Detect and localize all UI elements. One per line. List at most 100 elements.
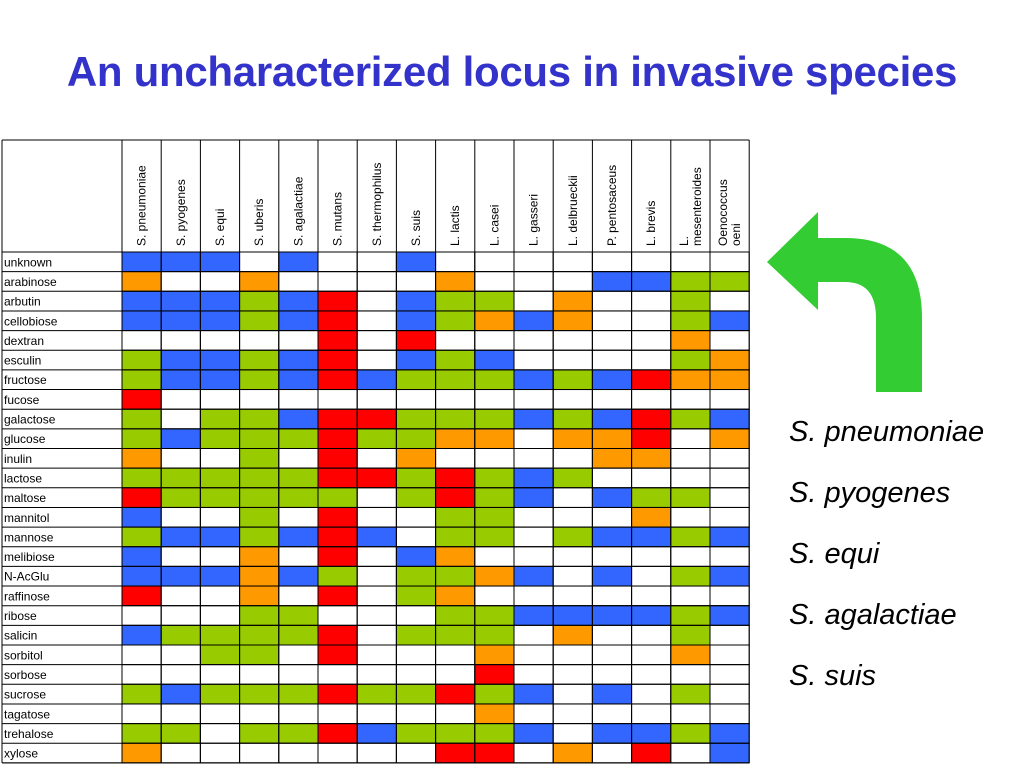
row-label: mannose (4, 530, 54, 544)
matrix-cell (278, 546, 319, 567)
matrix-cell (239, 526, 280, 548)
matrix-cell (435, 723, 476, 744)
matrix-cell (356, 624, 397, 646)
matrix-cell (160, 703, 201, 725)
matrix-cell (591, 290, 633, 312)
matrix-cell (317, 428, 358, 450)
matrix-cell (552, 703, 593, 725)
matrix-cell (121, 467, 162, 489)
matrix-cell (121, 389, 162, 410)
matrix-cell (317, 487, 358, 508)
row-label: dextran (4, 334, 44, 348)
matrix-cell (552, 271, 593, 292)
matrix-cell (356, 526, 397, 548)
matrix-cell (160, 330, 201, 351)
matrix-cell (474, 271, 515, 292)
matrix-cell (474, 723, 515, 744)
matrix-cell (513, 546, 554, 567)
row-label: cellobiose (4, 314, 58, 328)
matrix-cell (317, 467, 358, 489)
matrix-cell (239, 467, 280, 489)
matrix-cell (591, 723, 633, 744)
matrix-cell (395, 585, 437, 607)
matrix-cell (552, 546, 593, 567)
matrix-cell (474, 369, 515, 391)
matrix-cell (709, 487, 750, 508)
matrix-cell (474, 624, 515, 646)
matrix-cell (631, 330, 672, 351)
matrix-cell (631, 487, 672, 508)
matrix-cell (239, 703, 280, 725)
matrix-cell (670, 369, 711, 391)
matrix-cell (317, 251, 358, 273)
matrix-cell (278, 389, 319, 410)
row-label: ribose (4, 609, 37, 623)
matrix-cell (670, 310, 711, 332)
matrix-cell (356, 467, 397, 489)
row-label: N-AcGlu (4, 570, 49, 584)
matrix-cell (552, 349, 593, 371)
matrix-cell (121, 369, 162, 391)
column-header: L.mesenteroides (677, 167, 704, 246)
matrix-cell (709, 526, 750, 548)
column-header: L. delbrueckii (566, 175, 580, 246)
matrix-cell (552, 683, 593, 705)
matrix-cell (121, 605, 162, 626)
matrix-cell (356, 723, 397, 744)
matrix-cell (356, 389, 397, 410)
matrix-cell (160, 369, 201, 391)
matrix-cell (239, 487, 280, 508)
matrix-cell (199, 408, 241, 430)
matrix-cell (631, 448, 672, 469)
matrix-cell (474, 506, 515, 528)
matrix-cell (356, 349, 397, 371)
matrix-cell (435, 526, 476, 548)
row-label: tagatose (4, 707, 50, 721)
matrix-cell (591, 389, 633, 410)
matrix-cell (121, 526, 162, 548)
row-label: mannitol (4, 511, 49, 525)
matrix-cell (631, 506, 672, 528)
invasive-species-list: S. pneumoniae S. pyogenes S. equi S. aga… (789, 412, 984, 717)
column-header: S. pneumoniae (135, 165, 149, 246)
matrix-cell (160, 683, 201, 705)
matrix-cell (435, 369, 476, 391)
matrix-cell (474, 526, 515, 548)
matrix-cell (356, 683, 397, 705)
matrix-cell (356, 664, 397, 685)
matrix-cell (160, 565, 201, 587)
matrix-cell (239, 506, 280, 528)
matrix-cell (670, 290, 711, 312)
matrix-cell (199, 290, 241, 312)
matrix-cell (239, 290, 280, 312)
matrix-cell (631, 585, 672, 607)
matrix-cell (356, 330, 397, 351)
matrix-cell (709, 565, 750, 587)
matrix-cell (591, 546, 633, 567)
matrix-cell (513, 251, 554, 273)
matrix-cell (591, 624, 633, 646)
matrix-cell (199, 565, 241, 587)
row-label: melibiose (4, 550, 55, 564)
column-header: L. gasseri (527, 194, 541, 246)
matrix-cell (239, 546, 280, 567)
matrix-cell (199, 546, 241, 567)
matrix-cell (278, 428, 319, 450)
matrix-cell (670, 742, 711, 764)
matrix-cell (395, 506, 437, 528)
row-label: xylose (4, 747, 38, 761)
matrix-cell (278, 251, 319, 273)
matrix-cell (474, 290, 515, 312)
matrix-cell (631, 389, 672, 410)
matrix-cell (160, 526, 201, 548)
matrix-cell (513, 487, 554, 508)
matrix-cell (199, 389, 241, 410)
matrix-cell (239, 330, 280, 351)
matrix-cell (395, 526, 437, 548)
matrix-cell (513, 723, 554, 744)
matrix-cell (395, 271, 437, 292)
matrix-cell (552, 723, 593, 744)
matrix-cell (435, 644, 476, 666)
matrix-cell (435, 506, 476, 528)
matrix-cell (239, 605, 280, 626)
